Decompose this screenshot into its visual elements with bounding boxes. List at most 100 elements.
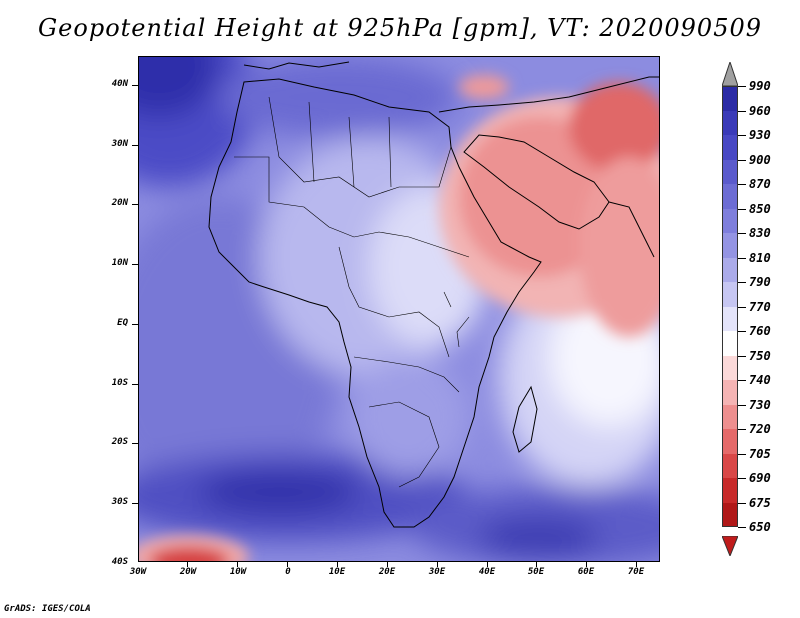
europe-coast <box>243 61 350 70</box>
colorbar-label: 720 <box>749 422 771 436</box>
colorbar-label: 740 <box>749 373 771 387</box>
colorbar-label: 705 <box>749 446 771 461</box>
southern-central-borders <box>353 356 460 393</box>
lon-label-60e: 60E <box>577 567 595 577</box>
lon-label-40e: 40E <box>478 567 496 577</box>
lat-tick <box>132 204 138 205</box>
geopotential-field-map <box>139 57 659 561</box>
sw-corner-core <box>149 547 229 561</box>
colorbar-label: 960 <box>749 103 771 118</box>
colorbar-cell <box>722 331 738 356</box>
colorbar: 990 960 930 900 870 850 830 810 790 770 760 750 740 7… <box>722 80 771 533</box>
colorbar-top-arrow <box>722 62 738 86</box>
arabia-low <box>459 117 619 277</box>
north-coast <box>438 76 659 113</box>
colorbar-cell <box>722 478 738 503</box>
lat-tick <box>132 324 138 325</box>
lat-label-30s: 30S <box>111 497 128 507</box>
colorbar-cell <box>722 257 738 282</box>
lon-tick <box>536 562 537 567</box>
nw-deep <box>139 57 219 117</box>
india-coast <box>608 201 655 258</box>
lon-tick <box>437 562 438 567</box>
sahel-borders <box>234 156 470 258</box>
colorbar-tick <box>738 429 746 430</box>
colorbar-cell <box>722 208 738 233</box>
lon-label-30w: 30W <box>129 567 147 577</box>
colorbar-cell <box>722 282 738 307</box>
mediterranean-field <box>219 57 459 137</box>
lon-label-20w: 20W <box>179 567 197 577</box>
lon-label-10w: 10W <box>229 567 247 577</box>
lat-label-10s: 10S <box>111 378 128 388</box>
colorbar-cell <box>722 404 738 429</box>
colorbar-label: 730 <box>749 397 771 412</box>
colorbar-tick <box>738 159 746 161</box>
colorbar-label: 850 <box>749 201 771 216</box>
persia-low <box>569 82 659 172</box>
lon-tick <box>487 562 488 567</box>
colorbar-tick <box>738 135 746 136</box>
colorbar-label: 790 <box>749 275 771 289</box>
colorbar-tick <box>738 233 746 234</box>
lon-label-0: 0 <box>285 567 291 577</box>
lat-tick <box>132 145 138 146</box>
colorbar-tick <box>738 404 746 406</box>
colorbar-cell <box>722 184 738 209</box>
arabian-sea-low <box>579 157 659 337</box>
lat-tick <box>132 264 138 265</box>
south-africa-field <box>349 357 469 477</box>
lat-tick <box>132 85 138 86</box>
southern-africa-borders <box>368 401 440 488</box>
colorbar-cell <box>722 86 738 111</box>
colorbar-cell <box>722 355 738 380</box>
colorbar-tick <box>738 208 746 210</box>
map-plot-area <box>138 56 660 562</box>
colorbar-label: 830 <box>749 226 771 240</box>
lon-label-10e: 10E <box>328 567 346 577</box>
lon-tick <box>187 562 188 567</box>
lon-label-50e: 50E <box>527 567 545 577</box>
lon-label-30e: 30E <box>428 567 446 577</box>
colorbar-cell <box>722 233 738 258</box>
lon-tick <box>586 562 587 567</box>
lat-label-20s: 20S <box>111 437 128 447</box>
lon-tick <box>237 562 238 567</box>
colorbar-label: 675 <box>749 495 771 510</box>
colorbar-cell <box>722 453 738 478</box>
lat-label-30n: 30N <box>111 139 128 149</box>
colorbar-cell <box>722 135 738 160</box>
lat-tick <box>132 384 138 385</box>
colorbar-tick <box>738 527 746 528</box>
south-indian-core <box>479 517 599 557</box>
colorbar-tick <box>738 453 746 455</box>
north-africa-borders <box>308 101 392 188</box>
great-lakes <box>443 291 470 348</box>
colorbar-tick <box>738 282 746 283</box>
colorbar-label: 760 <box>749 324 771 338</box>
colorbar-label: 990 <box>749 79 771 93</box>
country-borders <box>234 96 470 488</box>
anatolia-low <box>459 75 509 99</box>
colorbar-tick <box>738 380 746 381</box>
colorbar-label: 930 <box>749 128 771 142</box>
colorbar-tick <box>738 355 746 357</box>
colorbar-label: 810 <box>749 250 771 265</box>
lon-tick <box>387 562 388 567</box>
colorbar-bottom-arrow <box>722 536 738 556</box>
coastlines <box>208 61 659 528</box>
colorbar-label: 690 <box>749 471 771 485</box>
colorbar-tick <box>738 110 746 112</box>
lat-label-40s: 40S <box>111 557 128 567</box>
colorbar-cell <box>722 429 738 454</box>
colorbar-cell <box>722 502 738 527</box>
colorbar-cell <box>722 380 738 405</box>
colorbar-label: 750 <box>749 348 771 363</box>
lat-label-20n: 20N <box>111 198 128 208</box>
colorbar-label: 650 <box>749 520 771 534</box>
colorbar-cell <box>722 110 738 135</box>
colorbar-tick <box>738 257 746 259</box>
colorbar-tick <box>738 502 746 504</box>
colorbar-cell <box>722 306 738 331</box>
lon-tick <box>636 562 637 567</box>
